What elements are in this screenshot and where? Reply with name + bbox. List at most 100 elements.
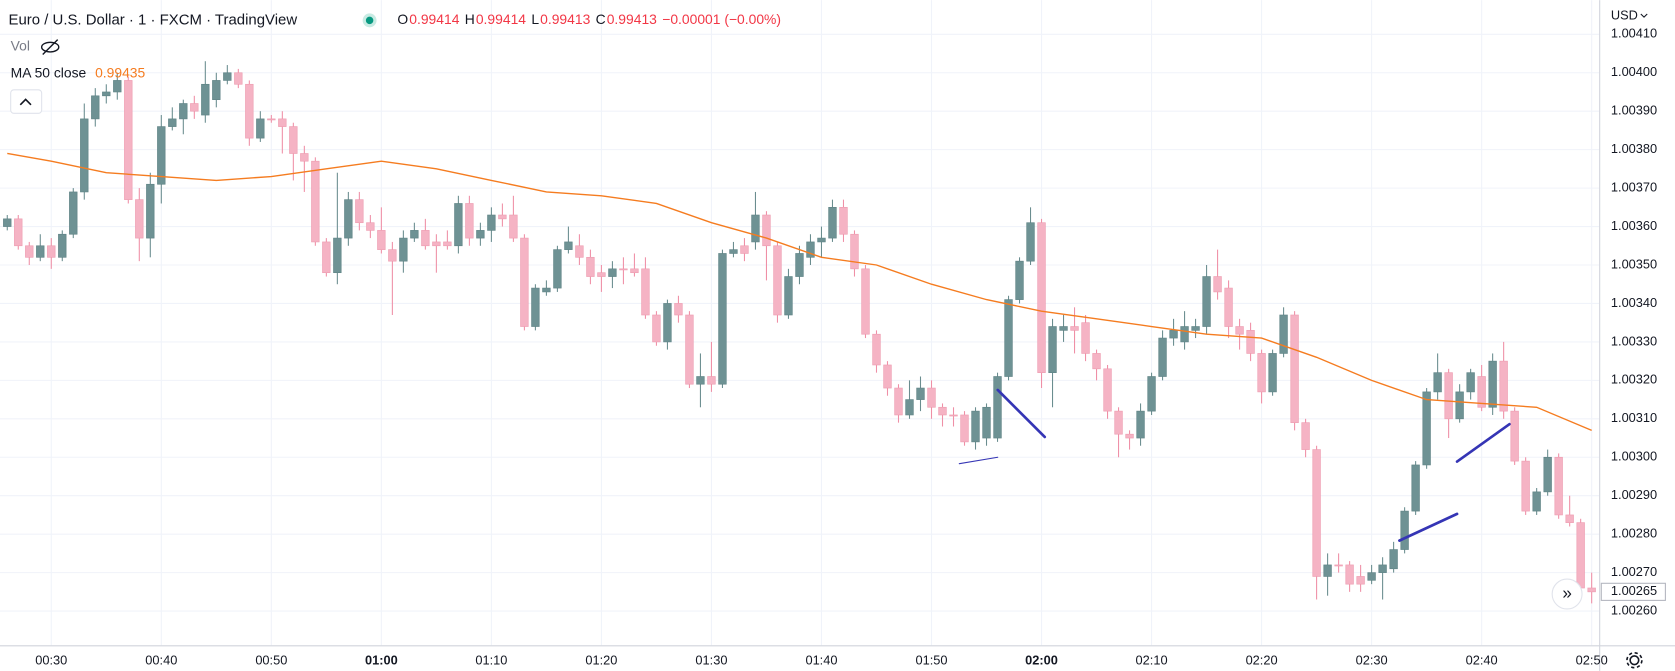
candle	[355, 191, 364, 231]
candle-body	[212, 80, 221, 100]
candle	[784, 268, 793, 319]
candle-body	[1345, 564, 1354, 585]
candle-body	[355, 199, 364, 224]
drawings	[958, 388, 1511, 542]
settings-gear[interactable]	[1626, 651, 1643, 669]
ohlc-key: O	[397, 11, 408, 27]
candle	[1213, 249, 1222, 300]
candle-body	[388, 249, 397, 262]
candle-body	[916, 387, 925, 400]
ohlc-value: 0.99414	[409, 11, 459, 27]
candle-body	[399, 237, 408, 262]
hidden-icon[interactable]	[40, 39, 60, 56]
candle-body	[1268, 353, 1277, 393]
candle	[740, 238, 749, 262]
candle-body	[564, 241, 573, 250]
y-tick-label: 1.00380	[1611, 141, 1657, 156]
candle	[36, 234, 45, 262]
x-tick-label: 02:40	[1466, 653, 1498, 668]
candle-body	[1576, 522, 1585, 589]
candle-body	[476, 230, 485, 239]
candle	[1576, 518, 1585, 592]
candle	[531, 284, 540, 331]
candle-body	[1191, 326, 1200, 331]
candle	[1400, 507, 1409, 554]
vol-label: Vol	[11, 38, 30, 54]
candle	[1411, 461, 1420, 515]
scroll-to-realtime[interactable]	[1551, 578, 1583, 610]
eye	[40, 41, 60, 53]
collapse-button[interactable]	[10, 89, 43, 114]
candle	[806, 234, 815, 266]
candle-body	[696, 376, 705, 385]
candle	[1323, 553, 1332, 596]
x-tick-label: 00:50	[255, 653, 287, 668]
candle	[1543, 449, 1552, 496]
candle	[410, 222, 419, 242]
candle	[751, 191, 760, 250]
candle	[1433, 353, 1442, 400]
candle	[47, 238, 56, 269]
gear-center	[1629, 655, 1640, 666]
candle	[1312, 445, 1321, 600]
y-tick-label: 1.00410	[1611, 26, 1657, 41]
candle	[1257, 349, 1266, 404]
candle-body	[520, 237, 529, 327]
currency[interactable]: USD	[1611, 7, 1638, 22]
x-tick-label: 01:50	[915, 653, 947, 668]
candle	[1048, 318, 1057, 408]
eye-slash	[42, 39, 59, 56]
candle-body	[135, 199, 144, 239]
candle-body	[575, 245, 584, 258]
candle	[1334, 553, 1343, 573]
y-tick-label: 1.00270	[1611, 564, 1657, 579]
candle-body	[773, 245, 782, 316]
ohlc-value: 0.99413	[607, 11, 657, 27]
candle	[509, 195, 518, 242]
candle	[1015, 257, 1024, 304]
candle	[850, 230, 859, 277]
candle-body	[91, 95, 100, 120]
candle	[993, 372, 1002, 442]
candle-body	[487, 214, 496, 231]
candle	[289, 122, 298, 181]
candle	[542, 280, 551, 296]
currency-caret	[1640, 13, 1648, 18]
candle-body	[685, 314, 694, 385]
candle-body	[630, 268, 639, 274]
candle-body	[982, 406, 991, 439]
candle	[1345, 561, 1354, 592]
candle-body	[190, 103, 199, 112]
candle	[839, 199, 848, 242]
candle	[707, 341, 716, 392]
candle-body	[927, 387, 936, 408]
candle-body	[597, 272, 606, 277]
candle	[663, 299, 672, 350]
trend-line	[996, 388, 1047, 439]
candle-body	[410, 230, 419, 239]
candle	[432, 234, 441, 273]
candle-body	[1521, 460, 1530, 512]
candle	[1268, 349, 1277, 396]
candle-body	[1070, 326, 1079, 331]
candle	[1466, 368, 1475, 400]
ohlc-value: 0.99413	[540, 11, 590, 27]
legend: Euro / U.S. Dollar · 1 · FXCM · TradingV…	[9, 11, 781, 114]
candle	[443, 230, 452, 250]
candle-body	[1136, 410, 1145, 439]
last-price-label: 1.00265	[1611, 583, 1657, 598]
candle-body	[1235, 326, 1244, 335]
candle	[487, 207, 496, 242]
candle-body	[729, 249, 738, 254]
candle-body	[1356, 576, 1365, 585]
candle-body	[443, 241, 452, 247]
candle	[366, 215, 375, 239]
candle	[1532, 488, 1541, 515]
candle-body	[201, 83, 210, 116]
candle	[1125, 430, 1134, 450]
candle	[80, 103, 89, 200]
candle	[608, 261, 617, 289]
candle-body	[1059, 326, 1068, 331]
candle-body	[58, 233, 67, 258]
candle	[773, 241, 782, 323]
